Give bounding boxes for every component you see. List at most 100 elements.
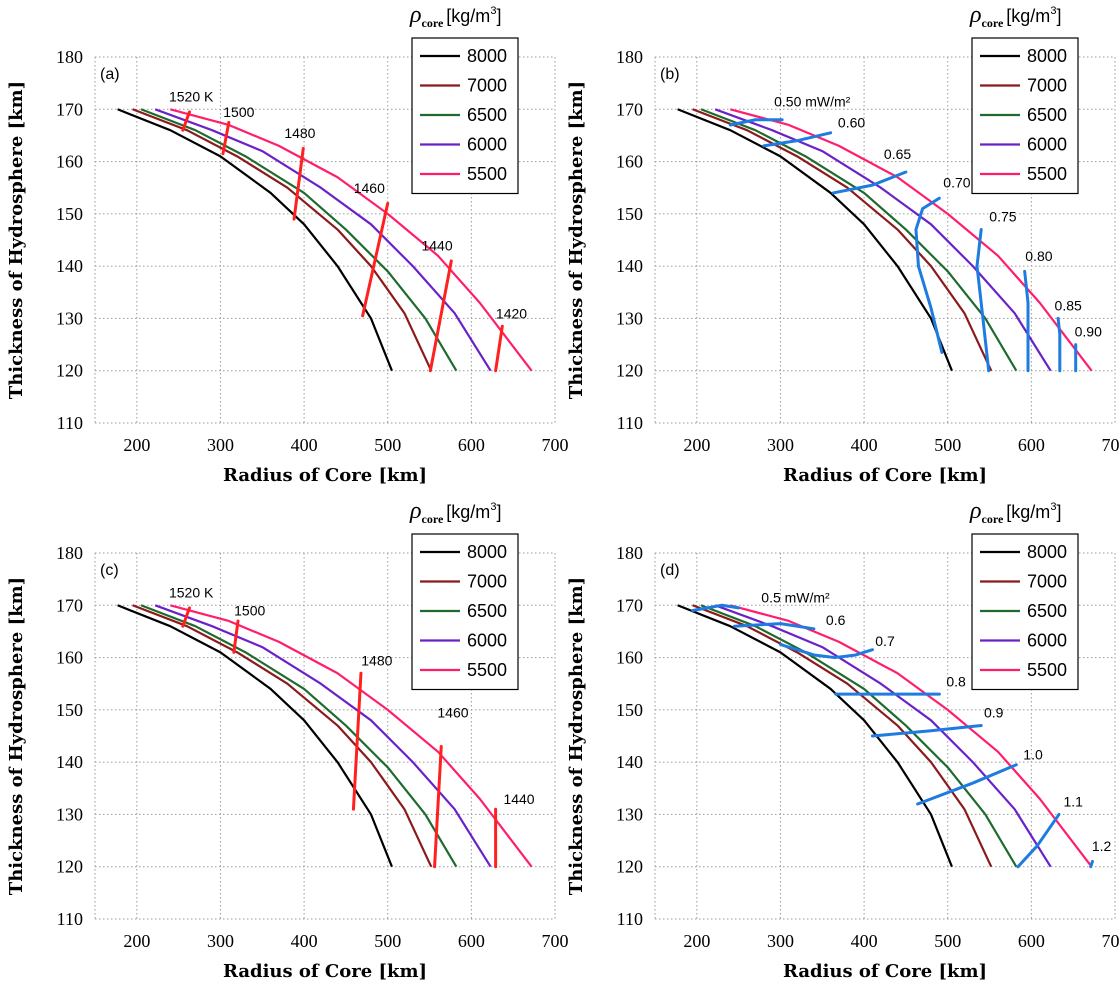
contour-group: 0.5 mW/m² 0.6 0.7 0.8 0.9 1.0 1.1 1.2 bbox=[691, 590, 1112, 869]
legend-title: ρcore [kg/m3] bbox=[409, 498, 501, 526]
legend-unit-close: ] bbox=[496, 502, 501, 522]
legend-entry-6000: 6000 bbox=[1027, 135, 1067, 155]
x-tick-label: 600 bbox=[1018, 931, 1045, 951]
x-tick-label: 700 bbox=[1102, 435, 1120, 455]
contour-label: 1500 bbox=[234, 603, 265, 619]
y-tick-label: 180 bbox=[56, 47, 83, 67]
contour-line bbox=[1016, 812, 1061, 869]
series-line-7000 bbox=[132, 604, 433, 868]
series-line-7000 bbox=[692, 108, 993, 372]
contour-line bbox=[221, 120, 231, 156]
panel-a: 200 300 400 500 600 700 110 120 130 140 150 160 170 1… bbox=[6, 2, 569, 486]
contour-group: 1520 K 1500 1480 1460 1440 bbox=[169, 584, 535, 869]
legend-unit-exp: 3 bbox=[490, 5, 496, 17]
legend-subscript: core bbox=[982, 512, 1004, 526]
y-tick-label: 180 bbox=[616, 543, 643, 563]
contour-label: 1460 bbox=[354, 180, 385, 196]
y-tick-label: 110 bbox=[57, 413, 83, 433]
y-axis-label: Thickness of Hydrosphere [km] bbox=[566, 81, 587, 399]
contour-label: 0.90 bbox=[1075, 324, 1102, 340]
contour-label: 0.70 bbox=[943, 175, 970, 191]
contour-label: 1.1 bbox=[1063, 794, 1083, 810]
y-tick-label: 130 bbox=[56, 804, 83, 824]
contour-label: 1460 bbox=[437, 705, 468, 721]
legend-subscript: core bbox=[982, 16, 1004, 30]
x-tick-label: 200 bbox=[683, 435, 710, 455]
contour-line bbox=[1023, 269, 1030, 373]
contour-label: 1420 bbox=[496, 305, 527, 321]
legend-entry-7000: 7000 bbox=[1027, 76, 1067, 96]
y-tick-label: 170 bbox=[616, 99, 643, 119]
contour-group: 0.50 mW/m² 0.60 0.65 0.70 0.75 0.80 0.85 0.90 bbox=[728, 94, 1102, 373]
panel-tag: (c) bbox=[100, 562, 119, 579]
legend-rho: ρ bbox=[969, 498, 982, 524]
x-tick-label: 700 bbox=[1102, 931, 1120, 951]
y-tick-label: 150 bbox=[56, 204, 83, 224]
y-tick-label: 110 bbox=[617, 909, 643, 929]
legend-entry-6000: 6000 bbox=[467, 135, 507, 155]
x-tick-label: 400 bbox=[291, 435, 318, 455]
legend-entry-5500: 5500 bbox=[1027, 660, 1067, 680]
contour-label: 0.5 mW/m² bbox=[761, 590, 830, 606]
y-tick-label: 110 bbox=[617, 413, 643, 433]
contour-label: 1480 bbox=[284, 125, 315, 141]
legend-entry-8000: 8000 bbox=[1027, 542, 1067, 562]
contour-line bbox=[732, 622, 816, 631]
y-tick-label: 160 bbox=[616, 648, 643, 668]
x-tick-label: 500 bbox=[374, 435, 401, 455]
contour-label: 0.85 bbox=[1055, 298, 1082, 314]
legend-rho: ρ bbox=[969, 2, 982, 28]
x-tick-label: 600 bbox=[1018, 435, 1045, 455]
contour-line bbox=[762, 131, 833, 148]
contour-label: 1500 bbox=[223, 104, 254, 120]
contour-line bbox=[181, 606, 192, 628]
series-line-5500 bbox=[729, 604, 1093, 868]
contour-line bbox=[428, 259, 453, 373]
y-axis-label: Thickness of Hydrosphere [km] bbox=[6, 81, 27, 399]
legend-entry-5500: 5500 bbox=[467, 660, 507, 680]
contour-line bbox=[1056, 316, 1062, 373]
legend-entry-7000: 7000 bbox=[467, 572, 507, 592]
series-line-7000 bbox=[692, 604, 993, 868]
contour-line bbox=[975, 228, 991, 373]
series-group bbox=[677, 108, 1093, 372]
x-tick-label: 200 bbox=[683, 931, 710, 951]
legend: ρcore [kg/m3] 8000 7000 6500 6000 5500 bbox=[409, 498, 519, 691]
x-tick-label: 400 bbox=[291, 931, 318, 951]
legend-subscript: core bbox=[422, 512, 444, 526]
contour-label: 0.80 bbox=[1025, 248, 1052, 264]
x-axis-label: Radius of Core [km] bbox=[223, 465, 427, 486]
y-tick-label: 180 bbox=[56, 543, 83, 563]
contour-line bbox=[831, 170, 908, 195]
series-line-6500 bbox=[700, 108, 1018, 372]
contour-label: 0.50 mW/m² bbox=[774, 94, 851, 110]
series-group bbox=[677, 604, 1093, 868]
legend-entry-6500: 6500 bbox=[1027, 105, 1067, 125]
legend-subscript: core bbox=[422, 16, 444, 30]
contour-line bbox=[691, 603, 741, 613]
legend-unit: [kg/m bbox=[446, 6, 490, 26]
panel-d: 200 300 400 500 600 700 110 120 130 140 150 160 170 1… bbox=[566, 498, 1120, 982]
y-axis-label: Thickness of Hydrosphere [km] bbox=[566, 577, 587, 895]
x-tick-label: 500 bbox=[934, 435, 961, 455]
contour-label: 0.9 bbox=[984, 705, 1004, 721]
legend-entry-5500: 5500 bbox=[1027, 164, 1067, 184]
y-tick-label: 130 bbox=[616, 804, 643, 824]
legend-unit-close: ] bbox=[496, 6, 501, 26]
legend-entry-8000: 8000 bbox=[467, 46, 507, 66]
legend-title: ρcore [kg/m3] bbox=[409, 2, 501, 30]
legend-title: ρcore [kg/m3] bbox=[969, 2, 1061, 30]
y-tick-label: 130 bbox=[616, 308, 643, 328]
y-tick-label: 110 bbox=[57, 909, 83, 929]
series-line-5500 bbox=[169, 108, 533, 372]
x-tick-label: 200 bbox=[123, 435, 150, 455]
contour-label: 1440 bbox=[421, 237, 452, 253]
legend-rho: ρ bbox=[409, 2, 422, 28]
x-tick-label: 300 bbox=[767, 931, 794, 951]
y-tick-label: 140 bbox=[56, 752, 83, 772]
y-tick-label: 120 bbox=[56, 361, 83, 381]
y-tick-label: 130 bbox=[56, 308, 83, 328]
legend-entry-7000: 7000 bbox=[467, 76, 507, 96]
legend-entry-6500: 6500 bbox=[467, 601, 507, 621]
